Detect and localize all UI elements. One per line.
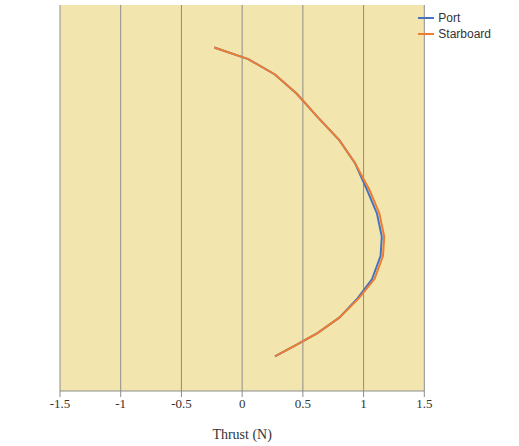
html-text:Port: Port xyxy=(438,11,461,25)
svg-text:-1.5: -1.5 xyxy=(50,396,71,411)
svg-text:1: 1 xyxy=(360,396,367,411)
svg-text:0.5: 0.5 xyxy=(295,396,311,411)
svg-text:1.5: 1.5 xyxy=(416,396,432,411)
html-text:Starboard: Starboard xyxy=(438,27,491,41)
svg-text:0: 0 xyxy=(239,396,246,411)
svg-text:Thrust (N): Thrust (N) xyxy=(212,427,272,443)
svg-text:-1: -1 xyxy=(115,396,126,411)
svg-text:-0.5: -0.5 xyxy=(171,396,192,411)
